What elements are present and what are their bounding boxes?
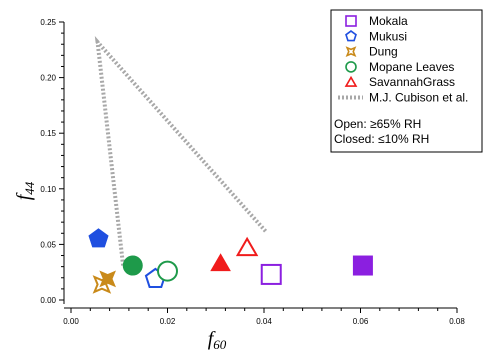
reference-line xyxy=(94,35,268,266)
point-mokala-closed xyxy=(352,255,373,276)
point-mopane-leaves-open xyxy=(157,260,178,282)
legend-label: SavannahGrass xyxy=(369,75,455,89)
cubison-line xyxy=(94,35,268,266)
legend-label: Dung xyxy=(369,45,398,59)
point-mokala-open xyxy=(260,263,282,285)
axes xyxy=(63,22,457,309)
x-tick-label: 0.08 xyxy=(449,317,465,326)
legend-marker-savannahgrass xyxy=(344,75,358,87)
legend-annotation-closed: Closed: ≤10% RH xyxy=(334,132,429,146)
y-tick-label: 0.00 xyxy=(40,296,56,305)
point-mopane-leaves-closed xyxy=(122,255,143,276)
x-tick-label: 0.02 xyxy=(160,317,176,326)
x-tick-label: 0.04 xyxy=(256,317,272,326)
x-axis-label: f60 xyxy=(208,328,227,352)
legend-annotation-open: Open: ≥65% RH xyxy=(334,117,421,131)
y-tick-label: 0.25 xyxy=(40,18,56,27)
legend-marker-mokala xyxy=(345,15,357,27)
legend-marker-dung xyxy=(345,46,357,57)
point-savannahgrass-closed xyxy=(210,253,231,272)
legend-marker-mukusi xyxy=(345,30,357,42)
x-ticks: 0.00 0.02 0.04 0.06 0.08 xyxy=(63,308,465,326)
y-tick-label: 0.15 xyxy=(40,129,56,138)
y-tick-label: 0.05 xyxy=(40,240,56,249)
point-savannahgrass-open xyxy=(235,236,259,257)
y-ticks: 0.00 0.05 0.10 0.15 0.20 0.25 xyxy=(40,18,64,305)
legend-label: Mukusi xyxy=(369,29,407,43)
x-tick-label: 0.00 xyxy=(63,317,79,326)
x-tick-label: 0.06 xyxy=(353,317,369,326)
legend-label: Mokala xyxy=(369,14,408,28)
y-tick-label: 0.20 xyxy=(40,74,56,83)
legend-label: M.J. Cubison et al. xyxy=(369,91,468,105)
legend-label: Mopane Leaves xyxy=(369,60,454,74)
legend-marker-mopane-leaves xyxy=(345,61,357,73)
y-axis-label: f44 xyxy=(13,181,37,200)
legend-box xyxy=(330,9,483,153)
data-points xyxy=(88,228,373,294)
point-dung-closed xyxy=(99,270,116,288)
point-mukusi-closed xyxy=(88,228,109,248)
y-tick-label: 0.10 xyxy=(40,185,56,194)
